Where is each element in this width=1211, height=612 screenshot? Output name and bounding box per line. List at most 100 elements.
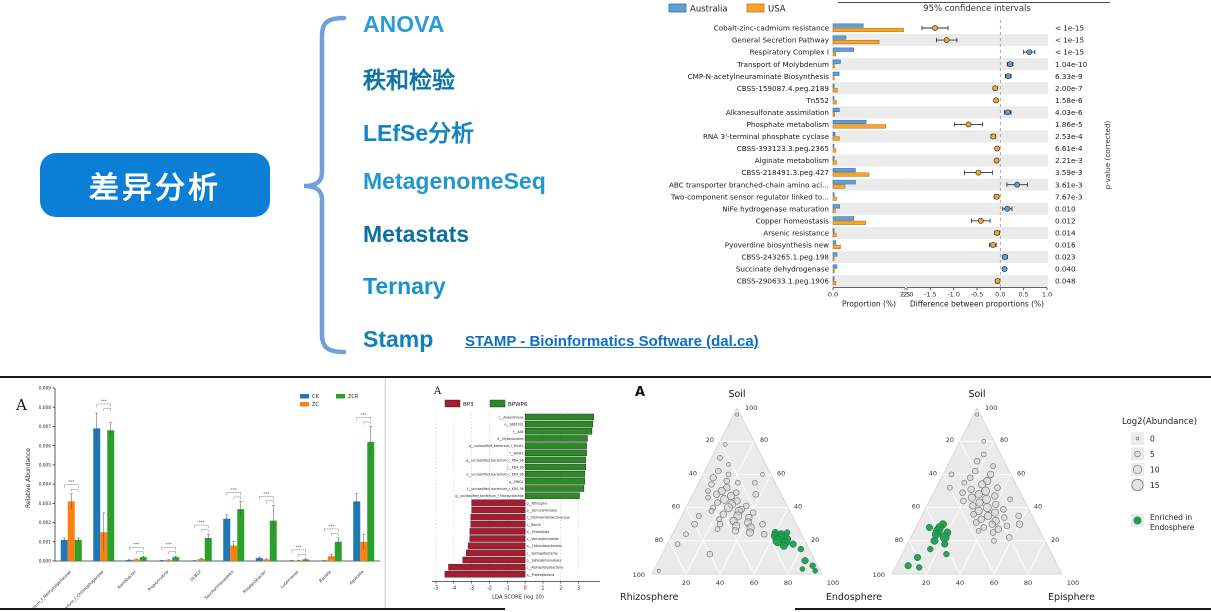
taxon-point [760,472,765,477]
difference-dot [975,169,982,176]
lefse-lda-score-figure: A BP3 BPWP6 c__Anaerolineae o__SBR1031 f__A4b… [404,378,611,612]
svg-text:p-value (corrected): p-value (corrected) [1103,120,1112,189]
svg-text:3.59e-3: 3.59e-3 [1055,168,1083,177]
lda-bar [462,556,526,564]
taxon-point [716,516,722,522]
taxon-point [674,541,681,547]
lda-bar [524,456,586,464]
svg-text:1.86e-5: 1.86e-5 [1055,120,1083,129]
svg-text:40: 40 [956,579,964,587]
svg-text:80: 80 [655,536,663,544]
proportion-bar-usa [832,27,904,33]
proportion-bar-usa [832,100,837,105]
proportion-bar-usa [832,52,837,57]
difference-dot [992,85,999,92]
svg-text:0.010: 0.010 [1055,204,1076,213]
legend-swatch-usa [746,3,765,13]
abundance-bar [302,559,310,561]
svg-text:60: 60 [777,469,785,477]
svg-text:20: 20 [811,536,819,544]
svg-text:***: *** [296,545,302,550]
taxon-point [989,529,997,536]
svg-text:g__unclassified_bacterium_f_Mi: g__unclassified_bacterium_f_Microscillac… [455,494,523,498]
taxon-point [980,451,987,458]
stamp-row: Respiratory Complex I < 1e-15 [750,47,1084,57]
abundance-bar [197,559,205,561]
svg-text:60: 60 [672,503,680,511]
svg-text:A: A [635,385,645,400]
abundance-bar [334,541,342,561]
difference-dot [994,278,1001,284]
taxon-point [970,511,977,518]
svg-text:< 1e-15: < 1e-15 [1055,24,1084,33]
svg-text:Episphere: Episphere [1048,592,1095,603]
lda-bar [524,492,580,499]
taxon-point [696,513,702,519]
taxon-point [1006,534,1013,541]
svg-text:f__Blrii41: f__Blrii41 [510,451,524,455]
svg-text:40: 40 [716,579,724,587]
size-legend-circle [1134,450,1141,458]
svg-text:40: 40 [929,469,937,477]
svg-text:80: 80 [784,579,792,587]
mindmap-item-metagenomeseq: MetagenomeSeq [363,168,546,194]
taxon-point [761,531,768,538]
stamp-row: CBSS-393123.3.peg.2365 6.61e-4 [737,144,1083,153]
svg-text:Soil: Soil [968,389,985,400]
svg-text:4.03e-6: 4.03e-6 [1055,108,1083,117]
svg-text:o__unclassified_bacterium_c_KD: o__unclassified_bacterium_c_KD4_96 [466,473,523,477]
stamp-row: Transport of Molybdenum 1.04e-10 [736,58,1088,71]
taxon-point [959,489,966,496]
svg-text:***: *** [101,399,107,404]
svg-text:***: *** [133,542,139,547]
svg-text:CBSS-159087.4.peg.2189: CBSS-159087.4.peg.2189 [737,84,830,93]
proportion-bar-usa [832,76,835,81]
taxon-point [714,526,721,532]
abundance-bar [367,441,375,561]
difference-dot [1005,73,1012,80]
enriched-taxon-point [925,523,933,532]
lda-bar [448,563,526,571]
taxon-point [972,467,979,475]
svg-text:20: 20 [922,579,930,587]
proportion-bar-australia [832,107,840,113]
svg-text:General Secretion Pathway: General Secretion Pathway [732,36,830,45]
svg-text:Transport of Molybdenum: Transport of Molybdenum [736,60,829,69]
svg-text:Arsenic resistance: Arsenic resistance [763,228,829,237]
taxon-point [722,442,728,447]
svg-text:1.04e-10: 1.04e-10 [1055,60,1088,69]
svg-text:2.21e-3: 2.21e-3 [1055,156,1083,165]
root-topic-box: 差异分析 [40,153,270,217]
svg-text:o__Rhizobiales: o__Rhizobiales [527,530,550,534]
taxon-point [712,490,721,498]
svg-text:Soil: Soil [728,389,745,400]
svg-text:15: 15 [1150,481,1160,490]
enriched-taxon-point [943,550,950,558]
taxon-point [975,528,982,534]
taxon-point [960,497,967,505]
taxon-point [683,531,689,537]
taxon-point [987,470,995,478]
stamp-software-link[interactable]: STAMP - Bioinformatics Software (dal.ca) [465,333,759,350]
abundance-bar [107,430,115,561]
taxon-point [988,520,996,528]
svg-text:Two-component sensor regulator: Two-component sensor regulator linked to… [670,192,829,201]
taxon-point [708,481,715,488]
svg-text:p__Proteobacteria: p__Proteobacteria [527,573,555,577]
svg-text:o__Myxococcales: o__Myxococcales [497,437,524,441]
difference-dot [990,133,997,140]
abundance-bar [353,501,361,561]
proportion-bar-australia [832,264,838,269]
svg-text:100: 100 [873,571,885,579]
svg-text:100: 100 [633,571,645,579]
svg-text:g__unclassified_bacterium_c_KD: g__unclassified_bacterium_c_KD4_96 [466,458,523,462]
svg-text:60: 60 [1017,469,1025,477]
proportion-bar-usa [832,244,841,249]
enriched-taxon-point [799,566,806,572]
svg-text:c__Sphingobacteriia: c__Sphingobacteriia [527,551,558,555]
root-topic-label: 差异分析 [89,172,221,205]
taxon-point [975,498,984,507]
proportion-bar-australia [832,252,838,257]
enriched-legend-dot [1133,516,1142,525]
